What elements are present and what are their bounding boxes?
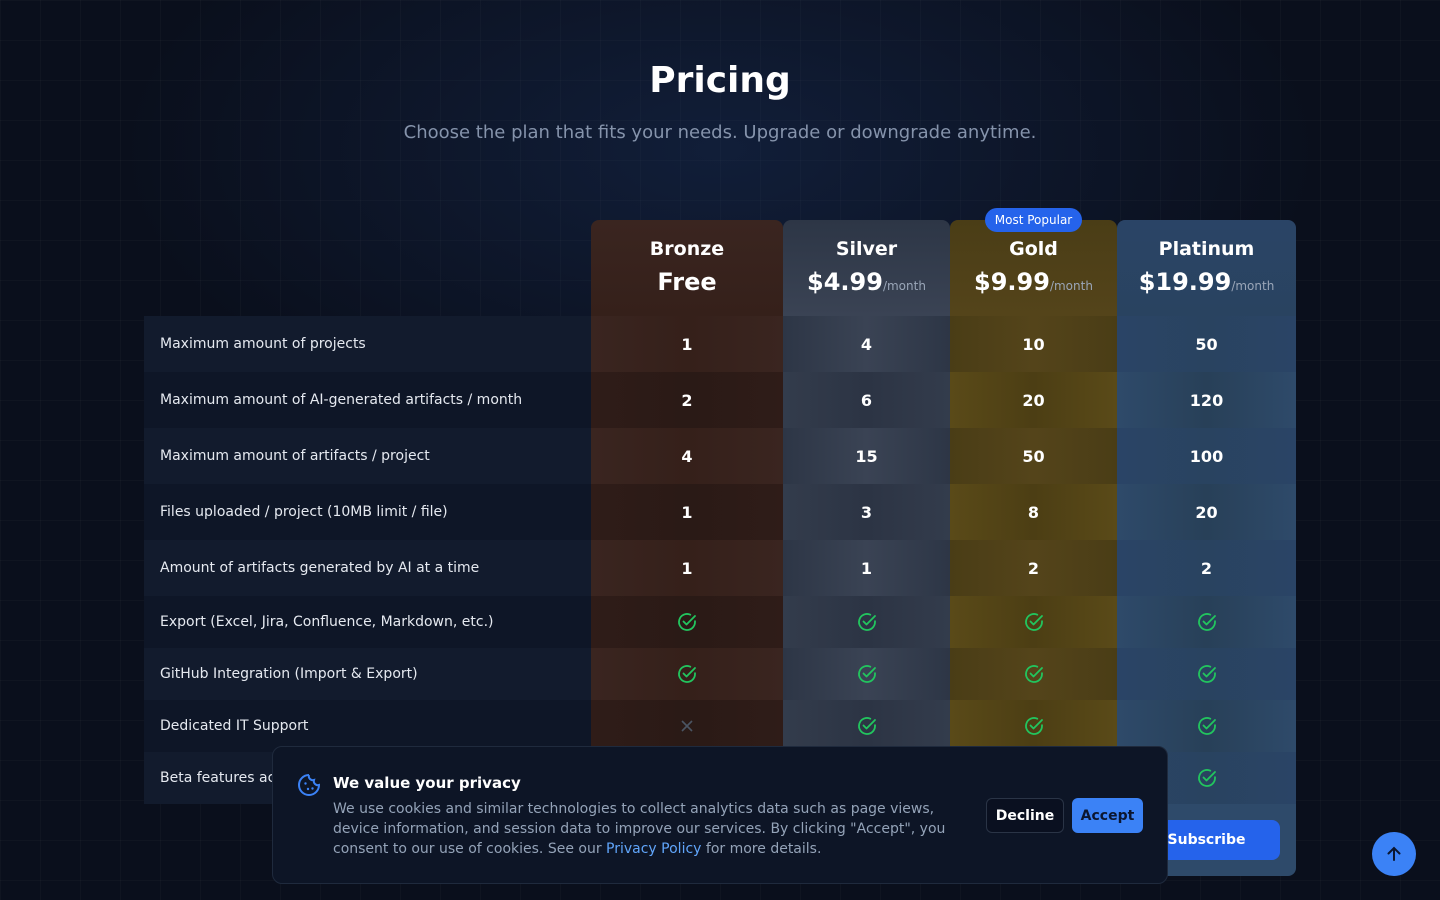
- plan-cell: 50: [1117, 316, 1296, 372]
- arrow-up-icon: [1387, 846, 1401, 861]
- plan-name: Platinum: [1158, 238, 1255, 260]
- plan-cell: [1117, 648, 1296, 700]
- feature-row: [144, 596, 591, 648]
- plan-cell: [950, 648, 1117, 700]
- plan-cell: 20: [950, 372, 1117, 428]
- plan-cell: 1: [591, 316, 783, 372]
- plan-cell: 2: [1117, 540, 1296, 596]
- feature-row: [144, 484, 591, 540]
- plan-cell: 6: [783, 372, 950, 428]
- plan-cell: 3: [783, 484, 950, 540]
- check-icon: [678, 613, 696, 631]
- plan-cell: 50: [950, 428, 1117, 484]
- price-period: /month: [882, 279, 926, 293]
- plan-price: $9.99/month: [950, 268, 1117, 296]
- plan-price: Free: [591, 268, 783, 296]
- feature-row: [144, 648, 591, 700]
- feature-row: [144, 372, 591, 428]
- plan-cell: [950, 596, 1117, 648]
- plan-cell: [591, 648, 783, 700]
- plan-cell: [1117, 596, 1296, 648]
- plan-header: [783, 220, 950, 316]
- check-icon: [1024, 665, 1043, 683]
- plan-cell: [1117, 700, 1296, 752]
- plan-price: $19.99/month: [1117, 268, 1296, 296]
- plan-price: $4.99/month: [783, 268, 950, 296]
- scroll-top-button[interactable]: [1372, 832, 1416, 876]
- check-icon: [1197, 665, 1216, 683]
- cookie-text: We use cookies and similar technologies …: [333, 799, 963, 859]
- feature-label: Maximum amount of artifacts / project: [160, 448, 430, 464]
- cookie-icon: [298, 774, 321, 796]
- page-subtitle: Choose the plan that fits your needs. Up…: [403, 122, 1037, 143]
- feature-label: Amount of artifacts generated by AI at a…: [160, 560, 480, 576]
- feature-label: Export (Excel, Jira, Confluence, Markdow…: [160, 614, 494, 630]
- plan-cell: 1: [591, 484, 783, 540]
- feature-label: Maximum amount of projects: [160, 336, 366, 352]
- privacy-link[interactable]: Privacy Policy: [606, 841, 702, 857]
- check-icon: [857, 665, 876, 683]
- plan-name: Silver: [835, 238, 898, 260]
- plan-header: [950, 220, 1117, 316]
- price: $9.99: [974, 268, 1050, 296]
- check-icon: [1197, 613, 1216, 631]
- price: $19.99: [1138, 268, 1232, 296]
- check-icon: [857, 717, 876, 735]
- feature-row: [144, 540, 591, 596]
- price-period: /month: [1049, 279, 1093, 293]
- plan-cell: 2: [591, 372, 783, 428]
- plan-name: Gold: [1009, 238, 1058, 260]
- check-icon: [1197, 717, 1216, 735]
- feature-label: Maximum amount of AI-generated artifacts…: [160, 392, 523, 408]
- feature-row: [144, 700, 591, 752]
- plan-cell: [783, 596, 950, 648]
- feature-label: Dedicated IT Support: [160, 718, 309, 734]
- cookie-title: We value your privacy: [333, 774, 521, 792]
- accept-button[interactable]: Accept: [1072, 798, 1143, 833]
- cross-icon: [681, 720, 693, 732]
- plan-header: [1117, 220, 1296, 316]
- plan-cell: 15: [783, 428, 950, 484]
- cookie-body: We use cookies and similar technologies …: [333, 801, 946, 857]
- cookie-body-end: for more details.: [701, 841, 822, 857]
- plan-cell: 1: [591, 540, 783, 596]
- plan-cell: [591, 700, 783, 752]
- plan-cell: [591, 596, 783, 648]
- feature-label: GitHub Integration (Import & Export): [160, 666, 418, 682]
- page-title: Pricing: [649, 60, 791, 101]
- plan-cell: 20: [1117, 484, 1296, 540]
- price: Free: [657, 268, 717, 296]
- plan-name: Bronze: [649, 238, 725, 260]
- feature-label: Beta features acc: [160, 770, 283, 786]
- plan-cell: 4: [783, 316, 950, 372]
- plan-cell: 8: [950, 484, 1117, 540]
- check-icon: [678, 665, 696, 683]
- decline-button[interactable]: Decline: [986, 798, 1064, 833]
- plan-cell: [950, 700, 1117, 752]
- feature-row: [144, 428, 591, 484]
- plan-cell: 2: [950, 540, 1117, 596]
- popular-badge: Most Popular: [985, 208, 1082, 232]
- plan-cell: 120: [1117, 372, 1296, 428]
- check-icon: [1197, 769, 1216, 787]
- plan-cell: 4: [591, 428, 783, 484]
- cookie-banner: We value your privacy We use cookies and…: [272, 746, 1168, 884]
- plan-cell: 1: [783, 540, 950, 596]
- feature-row: [144, 316, 591, 372]
- plan-header: [591, 220, 783, 316]
- plan-cell: 10: [950, 316, 1117, 372]
- plan-cell: 100: [1117, 428, 1296, 484]
- check-icon: [1024, 717, 1043, 735]
- feature-label: Files uploaded / project (10MB limit / f…: [160, 504, 448, 520]
- plan-cell: [783, 648, 950, 700]
- check-icon: [857, 613, 876, 631]
- price-period: /month: [1231, 279, 1275, 293]
- plan-cell: [783, 700, 950, 752]
- price: $4.99: [807, 268, 883, 296]
- check-icon: [1024, 613, 1043, 631]
